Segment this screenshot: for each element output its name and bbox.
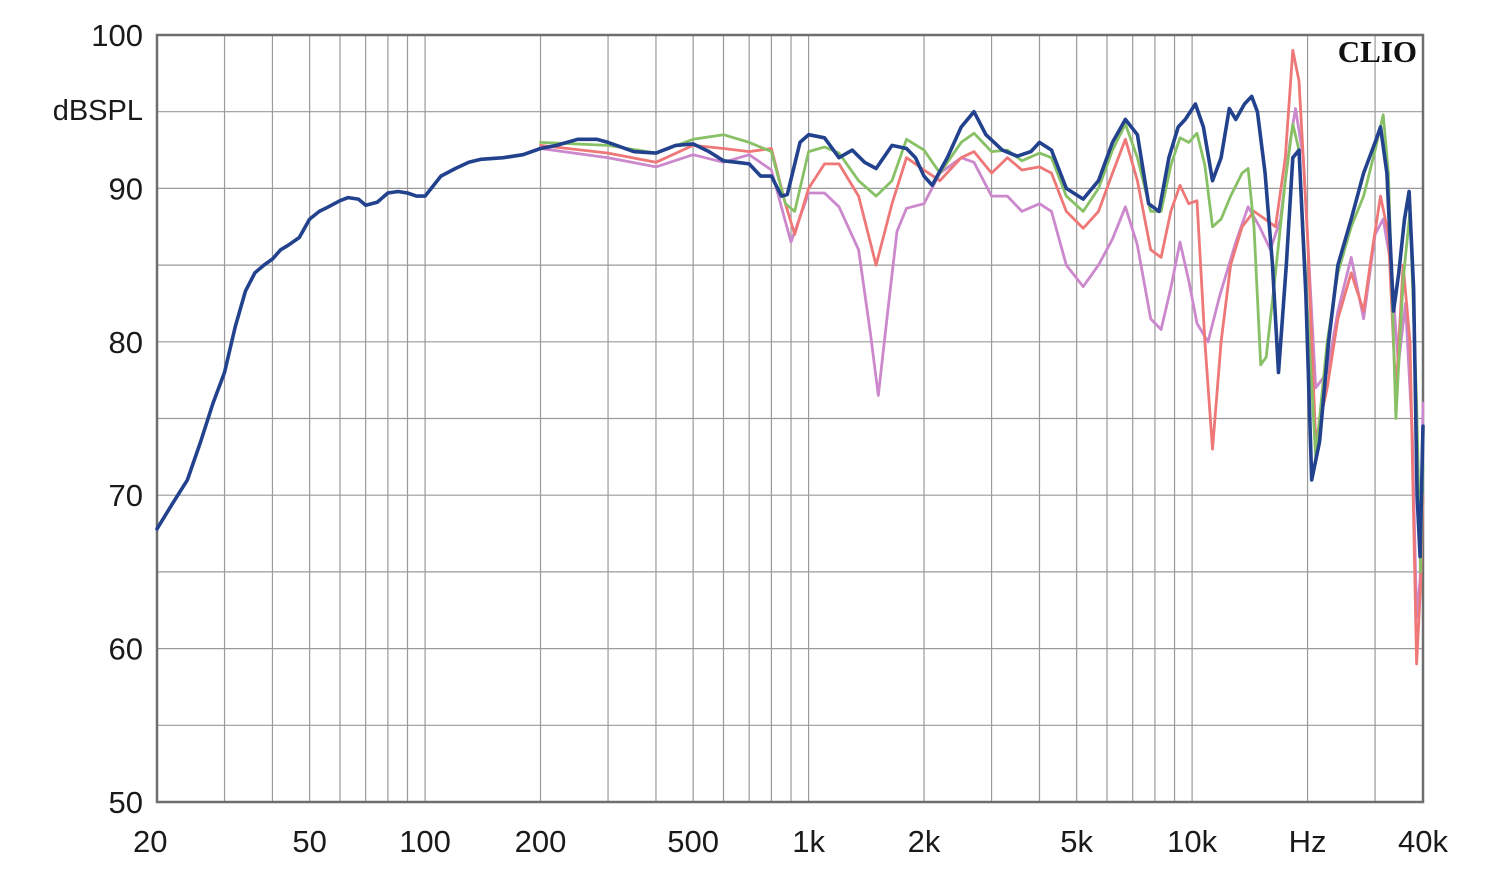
- x-tick-label: 50: [292, 824, 326, 859]
- y-tick-label: 50: [109, 785, 143, 820]
- series-layer: [155, 48, 1425, 666]
- x-axis-ticks: 20 50 100 200 500 1k 2k 5k 10k Hz 40k: [133, 824, 1448, 859]
- series-line-4: [155, 94, 1425, 559]
- x-tick-label: Hz: [1289, 824, 1327, 859]
- y-axis-ticks: 50 60 70 80 90 100: [91, 18, 143, 820]
- x-tick-label: 10k: [1167, 824, 1217, 859]
- x-tick-label: 500: [667, 824, 719, 859]
- x-tick-label: 2k: [908, 824, 941, 859]
- y-axis-label: dBSPL: [53, 95, 143, 127]
- y-tick-label: 80: [109, 325, 143, 360]
- series-line-2: [539, 48, 1425, 666]
- x-tick-label: 100: [399, 824, 451, 859]
- y-tick-label: 100: [91, 18, 143, 53]
- x-tick-label: 20: [133, 824, 167, 859]
- series-line-1: [539, 107, 1425, 620]
- x-tick-label: 1k: [792, 824, 825, 859]
- x-tick-label: 200: [515, 824, 567, 859]
- y-tick-label: 90: [109, 171, 143, 206]
- x-tick-label: 5k: [1060, 824, 1093, 859]
- y-tick-label: 70: [109, 478, 143, 513]
- brand-logo: CLIO: [1338, 34, 1417, 69]
- x-tick-label: 40k: [1398, 824, 1448, 859]
- y-tick-label: 60: [109, 632, 143, 667]
- grid: [157, 35, 1423, 802]
